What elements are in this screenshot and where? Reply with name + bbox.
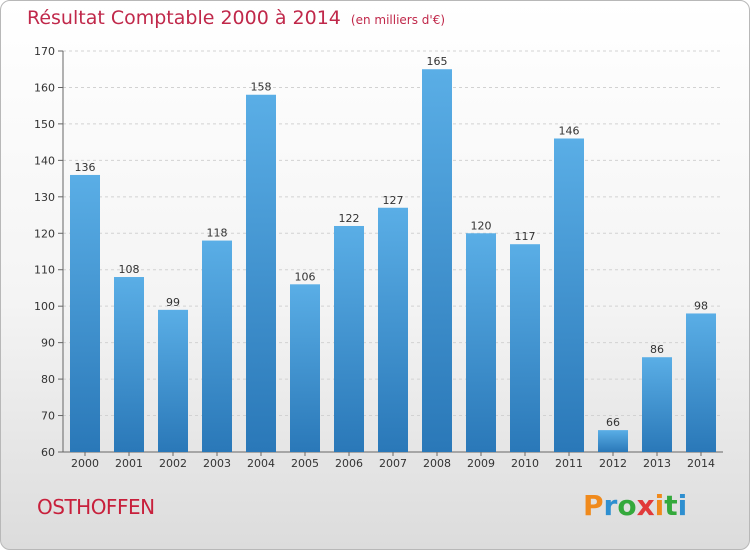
- data-label-2004: 158: [251, 81, 272, 94]
- bar-2014: [686, 313, 716, 452]
- bar-2009: [466, 233, 496, 452]
- x-tick-label-2001: 2001: [115, 457, 143, 470]
- y-tick-label: 150: [34, 118, 55, 131]
- data-label-2008: 165: [427, 55, 448, 68]
- logo-letter: i: [677, 489, 688, 522]
- bars: [70, 69, 716, 453]
- x-tick-label-2014: 2014: [687, 457, 715, 470]
- bar-2000: [70, 174, 100, 453]
- x-tick-label-2013: 2013: [643, 457, 671, 470]
- x-tick-label-2009: 2009: [467, 457, 495, 470]
- commune-name: OSTHOFFEN: [37, 495, 155, 519]
- x-tick-label-2005: 2005: [291, 457, 319, 470]
- logo-letter: i: [654, 489, 665, 522]
- data-label-2014: 98: [694, 299, 708, 312]
- bar-2002: [158, 309, 188, 452]
- bar-2013: [642, 357, 672, 452]
- proxiti-logo: Proxiti: [583, 489, 687, 522]
- chart-title: Résultat Comptable 2000 à 2014 (en millie…: [27, 7, 445, 29]
- x-tick-label-2007: 2007: [379, 457, 407, 470]
- data-label-2009: 120: [471, 219, 492, 232]
- x-tick-label-2003: 2003: [203, 457, 231, 470]
- bar-2003: [202, 240, 232, 452]
- data-label-2013: 86: [650, 343, 664, 356]
- y-tick-label: 110: [34, 264, 55, 277]
- x-tick-label-2006: 2006: [335, 457, 363, 470]
- x-tick-label-2012: 2012: [599, 457, 627, 470]
- data-label-2006: 122: [339, 212, 360, 225]
- x-tick-label-2000: 2000: [71, 457, 99, 470]
- y-tick-label: 140: [34, 154, 55, 167]
- data-label-2010: 117: [515, 230, 536, 243]
- x-tick-label-2010: 2010: [511, 457, 539, 470]
- data-label-2007: 127: [383, 194, 404, 207]
- data-label-2000: 136: [75, 161, 96, 174]
- data-label-2011: 146: [559, 124, 580, 137]
- x-tick-label-2008: 2008: [423, 457, 451, 470]
- labels: 60 70 80 90 100 110 120 130 140 150 160 170 136 2000 1…: [34, 45, 715, 470]
- y-tick-label: 120: [34, 227, 55, 240]
- bar-2004: [246, 94, 276, 452]
- y-tick-label: 130: [34, 191, 55, 204]
- chart-subtitle: (en milliers d'€): [350, 13, 446, 27]
- bar-2008: [422, 69, 452, 453]
- bar-2012: [598, 430, 628, 452]
- y-tick-label: 100: [34, 300, 55, 313]
- data-label-2005: 106: [295, 270, 316, 283]
- x-tick-label-2004: 2004: [247, 457, 275, 470]
- y-tick-label: 160: [34, 81, 55, 94]
- logo-letter: o: [617, 489, 637, 522]
- data-label-2002: 99: [166, 296, 180, 309]
- y-tick-label: 90: [41, 337, 55, 350]
- logo-letter: t: [664, 489, 678, 522]
- bar-2006: [334, 225, 364, 452]
- logo-letter: x: [636, 489, 655, 522]
- data-label-2012: 66: [606, 416, 620, 429]
- bar-2007: [378, 207, 408, 452]
- data-label-2003: 118: [207, 227, 228, 240]
- logo-letter: P: [583, 489, 604, 522]
- y-tick-label: 170: [34, 45, 55, 58]
- bar-2010: [510, 244, 540, 452]
- bar-2001: [114, 277, 144, 452]
- chart-title-text: Résultat Comptable 2000 à 2014: [27, 7, 341, 29]
- bar-2005: [290, 284, 320, 452]
- y-tick-label: 80: [41, 373, 55, 386]
- x-tick-label-2002: 2002: [159, 457, 187, 470]
- data-label-2001: 108: [119, 263, 140, 276]
- y-tick-label: 60: [41, 446, 55, 459]
- bar-2011: [554, 138, 584, 452]
- logo-letter: r: [603, 489, 618, 522]
- x-tick-label-2011: 2011: [555, 457, 583, 470]
- y-tick-label: 70: [41, 410, 55, 423]
